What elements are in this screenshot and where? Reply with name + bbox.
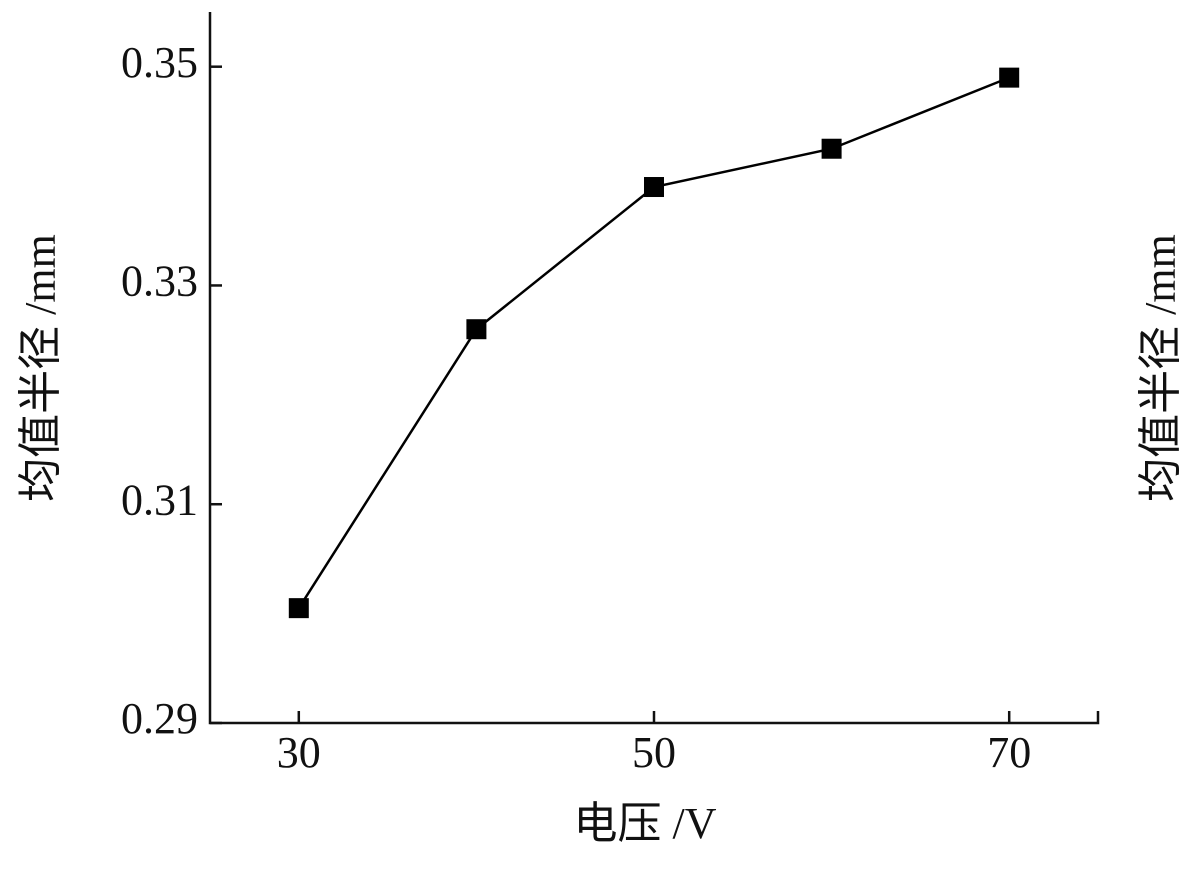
- series-line: [297, 76, 1010, 609]
- right-axis-label: 均值半径 /mm: [1136, 234, 1185, 502]
- marker: [821, 138, 842, 159]
- marker: [644, 177, 664, 198]
- marker: [999, 67, 1020, 88]
- marker: [288, 598, 309, 619]
- x-axis-label: 电压 /V: [574, 799, 717, 848]
- y-axis-label: 均值半径 /mm: [16, 234, 65, 502]
- y-tick-label: 0.31: [121, 475, 198, 524]
- axes: [208, 12, 1100, 725]
- x-tick-label: 50: [632, 728, 676, 777]
- x-tick-label: 30: [277, 728, 321, 777]
- y-tick-label: 0.35: [121, 38, 198, 87]
- y-tick-label: 0.29: [121, 694, 198, 743]
- y-tick-label: 0.33: [121, 257, 198, 306]
- marker: [466, 319, 487, 340]
- x-tick-label: 70: [987, 728, 1031, 777]
